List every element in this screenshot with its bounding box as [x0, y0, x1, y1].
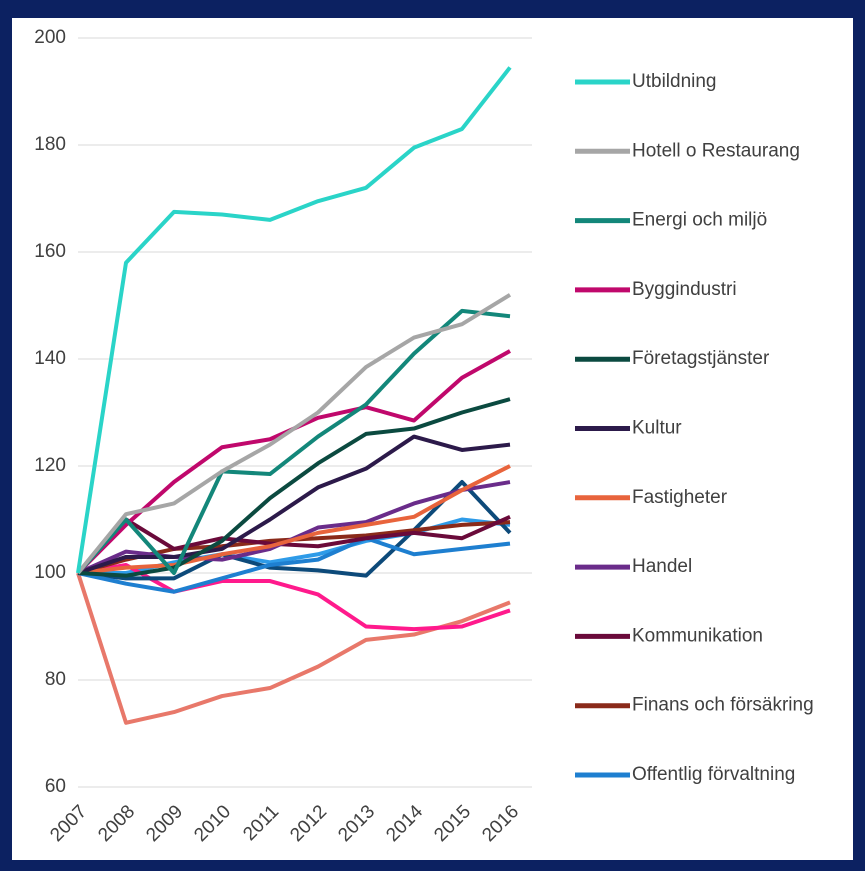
- y-tick-label: 160: [34, 241, 66, 262]
- legend-label: Hotell o Restaurang: [632, 140, 800, 161]
- legend-label: Kultur: [632, 418, 682, 439]
- legend-label: Företagstjänster: [632, 348, 770, 369]
- y-tick-label: 60: [45, 776, 66, 797]
- series-line: [77, 397, 511, 578]
- series-line: [76, 293, 512, 575]
- legend-label: Offentlig förvaltning: [632, 764, 795, 785]
- plot-panel: [12, 18, 853, 860]
- legend-label: Byggindustri: [632, 279, 737, 300]
- series-line: [76, 66, 512, 574]
- series-line: [77, 480, 512, 581]
- y-tick-label: 180: [34, 134, 66, 155]
- y-tick-label: 100: [34, 562, 66, 583]
- series-line: [77, 536, 511, 594]
- series-line: [76, 514, 511, 575]
- legend-label: Kommunikation: [632, 625, 763, 646]
- y-tick-label: 80: [45, 669, 66, 690]
- legend-label: Fastigheter: [632, 487, 728, 508]
- legend-label: Finans och försäkring: [632, 695, 814, 716]
- legend-label: Utbildning: [632, 71, 717, 92]
- series-line: [77, 464, 511, 575]
- y-tick-label: 140: [34, 348, 66, 369]
- series-line: [77, 434, 511, 575]
- legend-label: Handel: [632, 556, 692, 577]
- legend-label: Energi och miljö: [632, 210, 767, 231]
- y-tick-label: 120: [34, 455, 66, 476]
- y-tick-label: 200: [34, 27, 66, 48]
